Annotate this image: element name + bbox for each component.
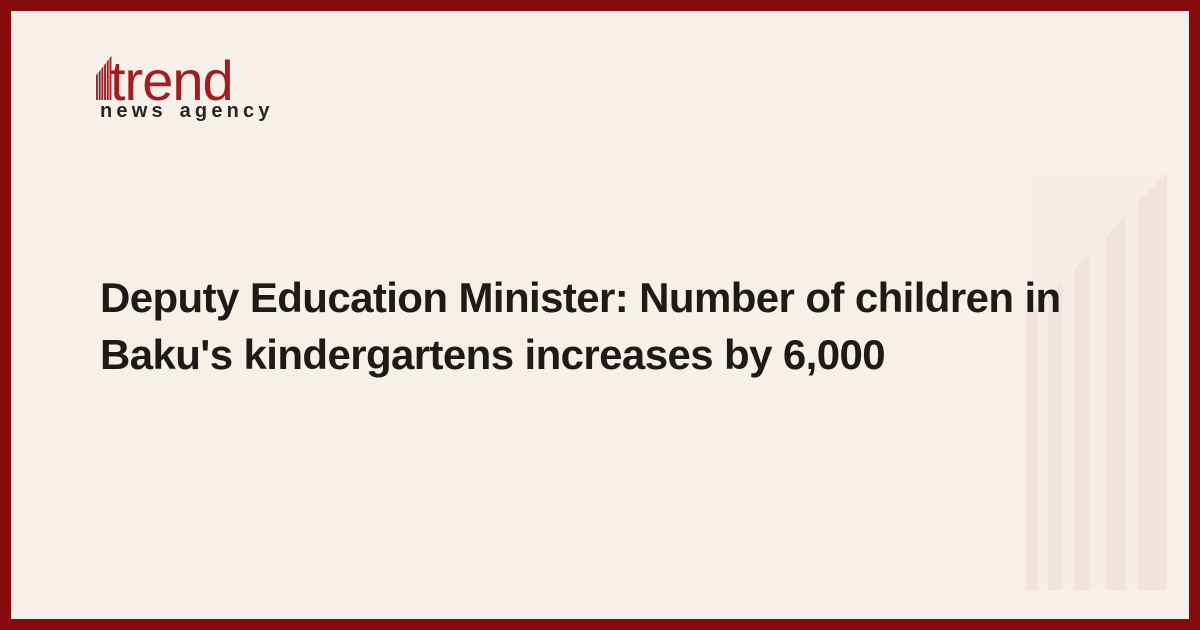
brand-name: trend [110,49,234,112]
rising-bars-watermark-icon [1026,173,1167,590]
article-headline: Deputy Education Minister: Number of chi… [100,269,1061,383]
rising-bars-icon [96,56,112,100]
headline-line-2: Baku's kindergartens increases by 6,000 [100,331,886,378]
headline-line-1: Deputy Education Minister: Number of chi… [100,274,1061,321]
brand-tagline: news agency [100,100,274,122]
